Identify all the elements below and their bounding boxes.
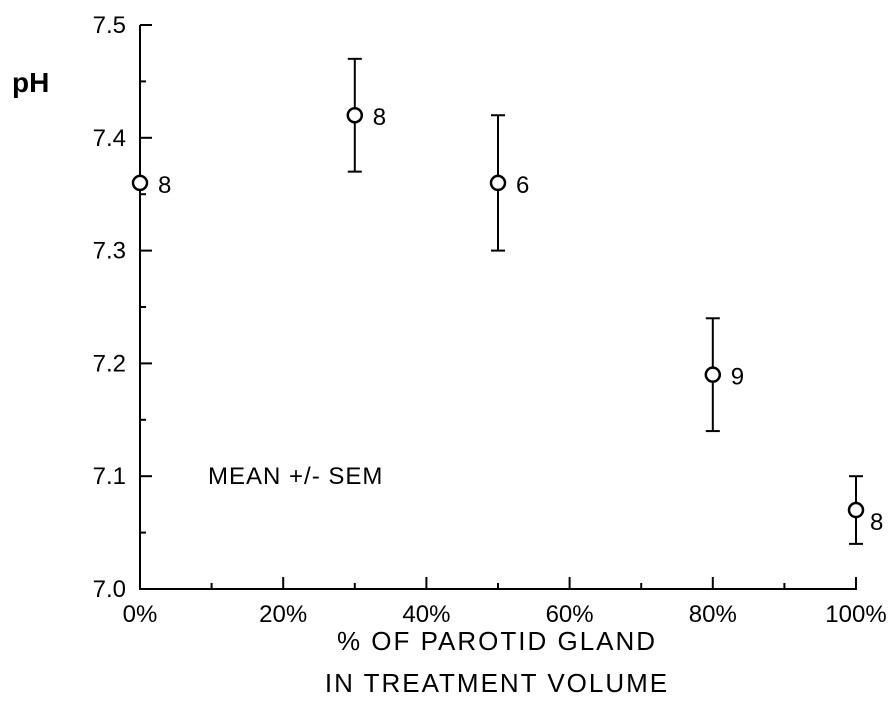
data-point-group: 9	[704, 317, 744, 433]
y-tick-label: 7.1	[93, 463, 126, 490]
x-ticks: 0% 20% 40% 60% 80% 100%	[123, 577, 887, 628]
sample-size-label: 8	[373, 104, 386, 131]
y-tick-label: 7.4	[93, 125, 126, 152]
sample-size-label: 8	[158, 172, 171, 199]
x-tick-label: 80%	[689, 601, 737, 628]
axes	[139, 25, 857, 590]
sample-size-label: 6	[516, 172, 529, 199]
data-point	[131, 174, 149, 192]
x-axis-title-line-1: % OF PAROTID GLAND	[337, 626, 657, 656]
x-tick-label: 0%	[123, 601, 158, 628]
data-point-group: 6	[489, 114, 529, 252]
data-points: 8 8 6 9 8	[131, 57, 883, 545]
y-tick-label: 7.5	[93, 12, 126, 39]
x-tick-label: 100%	[825, 601, 886, 628]
sample-size-label: 9	[731, 364, 744, 391]
x-tick-label: 60%	[546, 601, 594, 628]
data-point	[489, 174, 507, 192]
data-point-group: 8	[131, 172, 171, 199]
x-tick-label: 20%	[259, 601, 307, 628]
data-point-group: 8	[847, 475, 883, 545]
chart-annotation: MEAN +/- SEM	[208, 463, 383, 490]
x-axis-title-line-2: IN TREATMENT VOLUME	[325, 668, 669, 698]
y-tick-label: 7.0	[93, 576, 126, 603]
y-tick-label: 7.3	[93, 238, 126, 265]
data-point	[704, 366, 722, 383]
y-axis-label: pH	[12, 67, 49, 98]
data-point	[847, 501, 865, 519]
data-point	[346, 106, 364, 124]
x-tick-label: 40%	[402, 601, 450, 628]
y-tick-label: 7.2	[93, 350, 126, 377]
y-ticks: 7.0 7.1 7.2 7.3 7.4 7.5	[93, 12, 152, 603]
data-point-group: 8	[346, 57, 386, 173]
sample-size-label: 8	[870, 509, 883, 536]
